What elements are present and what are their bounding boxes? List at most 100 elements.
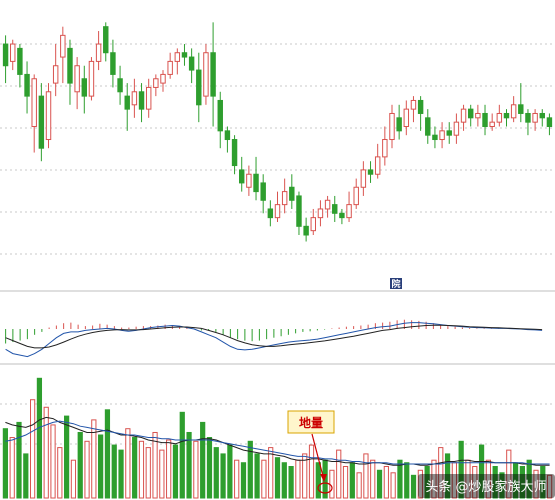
volume-bar [64, 415, 70, 499]
volume-bar [295, 459, 301, 499]
volume-bar [383, 466, 389, 499]
low-volume-callout: 地量 [287, 410, 335, 494]
volume-bar [57, 447, 63, 499]
candle-body [489, 121, 495, 128]
candle-body [367, 169, 374, 175]
volume-bar [336, 449, 342, 499]
volume-bar [227, 444, 233, 499]
volume-bar [485, 459, 491, 499]
candle-body [360, 169, 367, 188]
volume-bar [438, 447, 444, 499]
volume-bar [540, 466, 546, 499]
candle-body [532, 112, 538, 123]
candle-body [38, 95, 45, 149]
volume-bar [506, 449, 512, 499]
volume-bar [77, 431, 83, 499]
volume-bar [118, 449, 124, 499]
volume-bar [240, 462, 247, 499]
candle-body [203, 52, 209, 97]
candle-body [467, 108, 474, 119]
candle-body [17, 47, 23, 75]
volume-bar [363, 453, 369, 499]
candle-body [217, 99, 223, 132]
candle-body [353, 186, 359, 206]
volume-bar [220, 453, 226, 499]
volume-bar [268, 447, 274, 499]
volume-bar [499, 472, 505, 499]
candle-body [281, 191, 288, 206]
volume-bar [444, 453, 451, 499]
candle-body [453, 121, 460, 136]
candle-body [67, 47, 73, 84]
watermark: 头条 @炒股家族大师 [418, 474, 555, 498]
volume-ma-line [5, 420, 550, 465]
volume-bar [166, 439, 172, 499]
volume-bar [16, 421, 22, 499]
volume-bar [478, 444, 485, 499]
volume-bar [288, 466, 294, 499]
volume-bar [23, 453, 29, 499]
candle-body [425, 117, 431, 136]
volume-bar [159, 449, 165, 499]
candle-body [224, 130, 231, 141]
volume-bar [152, 431, 158, 499]
candle-body [260, 182, 266, 201]
candle-body [160, 73, 166, 84]
candle-body [510, 104, 517, 119]
signal-line [5, 324, 543, 349]
candle-body [289, 186, 295, 201]
candle-body [396, 117, 402, 132]
candle-body [81, 78, 88, 97]
volume-bar [533, 469, 539, 499]
candle-body [181, 52, 188, 58]
candle-body [196, 69, 202, 106]
candle-body [546, 117, 553, 127]
volume-bar [349, 462, 355, 499]
volume-bar [315, 462, 321, 499]
volume-bar [193, 440, 199, 499]
candle-body [239, 169, 245, 184]
candle-body [446, 130, 452, 136]
candle-body [24, 73, 30, 97]
candle-body [303, 225, 309, 236]
candle-body [253, 173, 259, 193]
candle-body [124, 95, 130, 110]
macd-line [5, 322, 543, 358]
candle-body [374, 156, 381, 175]
volume-bar [274, 457, 281, 499]
indicator-badge-label: 院 [391, 278, 400, 290]
candle-body [525, 112, 531, 123]
candle-body [138, 91, 145, 110]
volume-bar [308, 444, 315, 499]
volume-bar [98, 434, 104, 499]
volume-bar [36, 377, 43, 499]
volume-bar [431, 459, 437, 499]
volume-bar [213, 447, 219, 499]
volume-bar [247, 440, 253, 499]
candle-body [88, 60, 95, 97]
volume-bar [302, 453, 308, 499]
volume-bar [397, 459, 403, 499]
candle-body [346, 204, 352, 219]
candle-body [496, 112, 503, 123]
candle-body [389, 112, 395, 141]
candle-body [210, 52, 216, 97]
volume-bar [410, 474, 417, 499]
volume-bar [132, 437, 138, 499]
macd-panel [5, 319, 543, 358]
volume-bar [43, 406, 49, 499]
candle-body [310, 217, 316, 232]
grid-layer [0, 43, 555, 445]
candle-body [482, 112, 488, 128]
candle-body [518, 104, 524, 114]
candle-body [60, 34, 66, 58]
indicator-badge: 院 [390, 278, 402, 290]
candle-body [432, 134, 438, 141]
candle-body [145, 86, 152, 110]
candle-body [460, 108, 467, 123]
volume-bar [91, 419, 97, 499]
volume-bar [50, 424, 56, 499]
candle-body [231, 139, 238, 167]
volume-bar [84, 440, 90, 499]
